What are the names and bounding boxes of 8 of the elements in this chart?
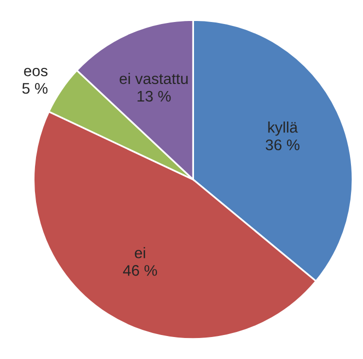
- data-label: 46 %: [123, 265, 157, 276]
- slice-label: ei vastattu: [120, 72, 188, 84]
- slice-label: kyllä: [268, 122, 298, 136]
- slice-label: eos: [24, 68, 48, 76]
- slice-label: ei: [134, 247, 146, 258]
- data-label: 5 %: [22, 83, 48, 94]
- data-label: 36 %: [266, 139, 300, 150]
- data-label: 13 %: [138, 90, 171, 102]
